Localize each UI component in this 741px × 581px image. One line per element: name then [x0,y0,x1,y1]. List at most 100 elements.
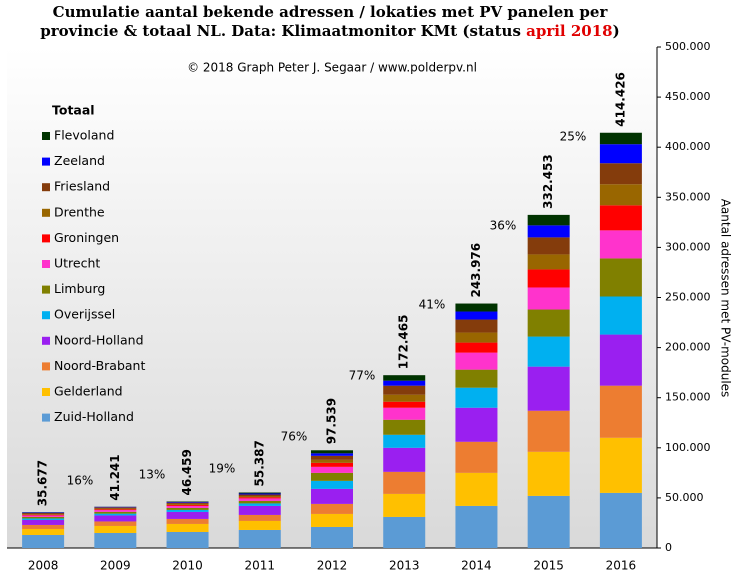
bar-segment [383,407,426,420]
bar-segment [527,410,570,452]
x-tick-label: 2013 [389,559,420,573]
bar-segment [383,375,426,381]
x-tick-label: 2016 [606,559,637,573]
x-tick-label: 2012 [317,559,348,573]
bar-segment [599,492,642,548]
bar-segment [455,332,498,343]
y-tick-label: 0 [665,541,672,554]
title-highlight: april 2018 [526,22,612,40]
total-label: 414.426 [613,72,627,127]
bar-segment [599,334,642,386]
bar-segment [238,493,281,495]
bar-segment [94,510,137,512]
bar-segment [599,132,642,145]
bar-segment [599,437,642,493]
bar-segment [311,455,353,460]
y-tick-label: 300.000 [665,240,711,253]
bar-segment [22,514,65,515]
bar-segment [383,447,426,472]
bar-segment [166,518,209,524]
legend-swatch [42,208,50,217]
bar-segment [455,505,498,548]
legend-swatch [42,388,50,396]
legend-swatch [42,234,50,243]
legend-swatch [42,413,50,422]
legend-label: Zuid-Holland [54,409,134,424]
bar-segment [527,309,570,337]
bar-segment [166,503,209,505]
bar-segment [311,480,353,489]
bar-segment [166,501,209,503]
bar-segment [527,254,570,270]
title-part: ) [613,22,620,40]
legend-label: Zeeland [54,153,105,168]
bar-segment [311,453,353,456]
legend-swatch [42,132,50,140]
bar-segment [527,336,570,367]
bar-segment [527,225,570,238]
bar-segment [94,525,137,533]
growth-label: 41% [419,298,446,312]
bar-segment [527,366,570,411]
total-label: 97.539 [325,398,339,444]
legend-swatch [42,362,50,371]
y-axis-label: Aantal adressen met PV-modules [719,199,733,398]
bar-segment [599,230,642,259]
y-tick-label: 200.000 [665,341,711,354]
total-label: 332.453 [541,154,555,209]
y-tick-label: 350.000 [665,190,711,203]
legend-swatch [42,285,50,294]
bar-segment [238,503,281,506]
bar-segment [383,493,426,517]
legend-label: Noord-Holland [54,332,144,347]
bar-segment [311,462,353,467]
bar-segment [238,498,281,501]
legend-title: Totaal [52,103,95,118]
total-label: 41.241 [108,454,122,500]
total-label: 172.465 [397,315,411,370]
bar-segment [311,488,353,504]
bar-segment [599,184,642,206]
chart-title: provincie & totaal NL. Data: Klimaatmoni… [40,22,619,40]
bar-segment [383,385,426,395]
bar-segment [238,514,281,521]
bar-segment [238,492,281,494]
total-label: 35.677 [36,460,50,506]
bar-segment [455,387,498,408]
chart-title: Cumulatie aantal bekende adressen / loka… [53,3,609,21]
x-tick-label: 2009 [100,559,131,573]
bar-segment [238,505,281,515]
bar-segment [94,509,137,511]
bar-segment [455,311,498,320]
legend-label: Overijssel [54,307,115,322]
y-tick-label: 400.000 [665,140,711,153]
bar-segment [22,516,65,519]
bar-segment [311,466,353,473]
growth-label: 19% [209,462,236,476]
bar-segment [455,303,498,312]
growth-label: 13% [139,468,166,482]
bar-segment [383,394,426,402]
bar-segment [166,511,209,519]
subtitle: © 2018 Graph Peter J. Segaar / www.polde… [187,61,477,75]
bar-segment [599,163,642,185]
bar-segment [383,434,426,448]
legend-label: Groningen [54,230,119,245]
bar-segment [166,531,209,548]
bar-segment [455,369,498,388]
title-part: provincie & totaal NL. Data: Klimaatmoni… [40,22,526,40]
growth-label: 16% [67,474,94,488]
bar-segment [383,516,426,548]
bar-segment [166,507,209,510]
legend-swatch [42,311,50,320]
bar-segment [238,500,281,504]
x-tick-label: 2008 [28,559,59,573]
bar-segment [238,497,281,499]
x-tick-label: 2010 [172,559,203,573]
bar-segment [238,495,281,498]
bar-segment [22,519,65,525]
bar-segment [311,459,353,463]
x-tick-label: 2015 [533,559,564,573]
bar-segment [599,144,642,164]
